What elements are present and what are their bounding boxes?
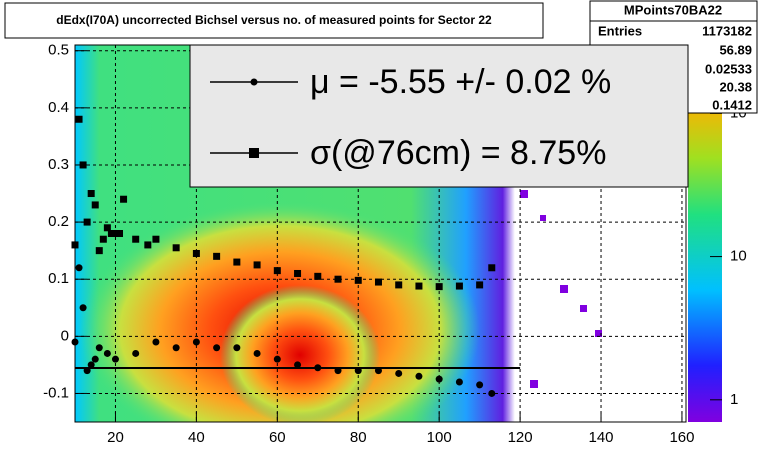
point [87,361,95,369]
point [233,344,241,352]
point [354,276,362,284]
y-tick-label: 0.3 [48,156,69,173]
point [273,355,281,363]
stats-label: Entries [598,23,642,38]
y-tick-label: 0.1 [48,270,69,287]
x-tick-label: 140 [589,429,614,446]
point [488,264,496,272]
point [91,355,99,363]
marks [71,115,521,397]
legend-box [189,44,689,188]
point [314,272,322,280]
point [253,261,261,269]
y-tick-label: 0.4 [48,99,69,116]
point [334,275,342,283]
point [87,190,95,198]
point [75,115,83,123]
point [415,372,423,380]
x-tick-label: 80 [350,429,367,446]
x-tick-label: 60 [269,429,286,446]
point [83,367,91,375]
stats-value: 0.1412 [712,97,752,112]
point [75,264,83,272]
z-tick-label: 10 [730,248,747,265]
point [107,230,115,237]
point [294,361,302,369]
point [79,304,87,312]
point [395,281,403,289]
stats-value: 0.02533 [705,61,752,76]
title-box [4,2,544,39]
point [476,281,484,289]
point [103,349,111,357]
point [354,367,362,375]
point [374,278,382,286]
point [103,224,111,232]
point [455,378,463,386]
y-tick-label: -0.1 [43,384,69,401]
point [294,269,302,277]
point [99,235,107,243]
point [192,338,200,346]
x-tick-label: 40 [188,429,205,446]
point [152,338,160,346]
point [111,355,119,363]
point [95,344,103,352]
point [172,244,180,252]
point [334,367,342,375]
z-tick-label: 1 [730,391,738,408]
point [192,249,200,257]
point [83,218,91,226]
point [476,381,484,389]
legend-entry: μ = -5.55 +/- 0.02 % [310,63,611,101]
point [144,241,152,249]
point [120,195,128,203]
stats-title: MPoints70BA22 [624,2,722,17]
point [172,344,180,352]
x-tick-label: 120 [508,429,533,446]
point [213,344,221,352]
x-tick-label: 100 [427,429,452,446]
point [455,282,463,290]
point [488,389,496,397]
stats-value: 56.89 [719,42,752,57]
chart-title: dEdx(I70A) uncorrected Bichsel versus no… [56,13,492,27]
point [111,230,119,237]
point [213,252,221,260]
point [233,258,241,266]
point [116,230,124,237]
x-tick-label: 20 [107,429,124,446]
point [435,375,443,383]
point [132,349,140,357]
point [152,235,160,243]
point [314,364,322,372]
y-tick-label: 0.2 [48,213,69,230]
stats-value: 20.38 [719,79,752,94]
x-tick-label: 160 [669,429,694,446]
point [395,369,403,377]
y-tick-label: 0 [61,327,69,344]
point [435,283,443,291]
point [374,367,382,375]
legend-entry: σ(@76cm) = 8.75% [310,134,606,172]
point [253,349,261,357]
point [273,267,281,275]
point [91,201,99,209]
point [95,247,103,255]
point [132,235,140,243]
y-tick-label: 0.5 [48,42,69,59]
stats-value: 1173182 [702,23,752,38]
point [415,282,423,290]
